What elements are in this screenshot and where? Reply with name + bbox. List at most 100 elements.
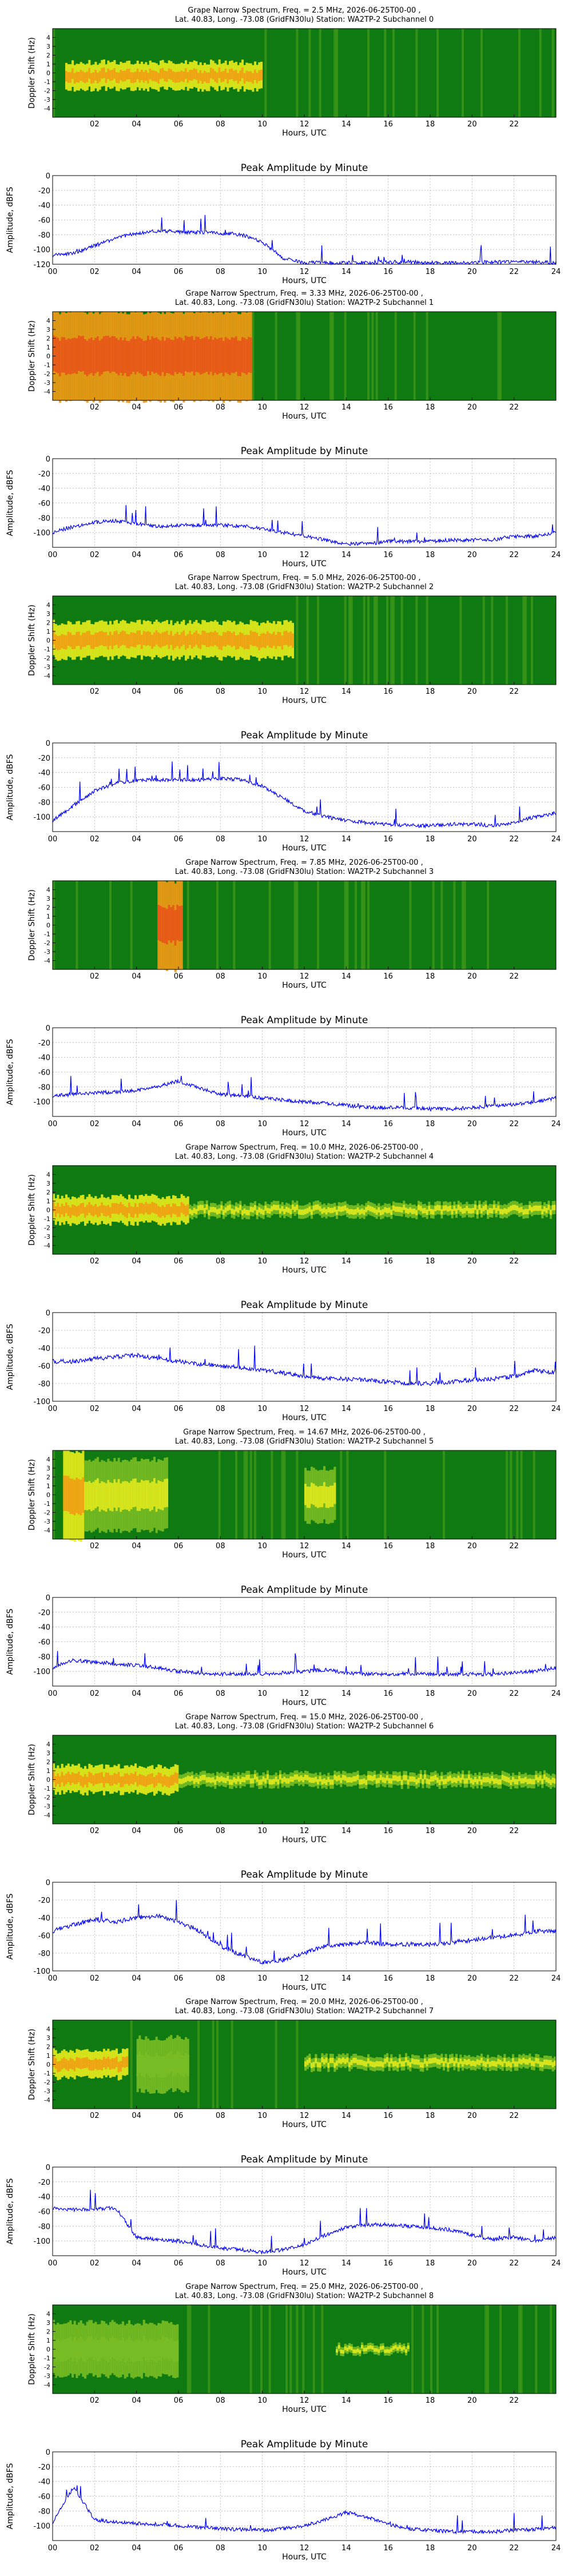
- spectrum-cell: [172, 1774, 175, 1786]
- spectrum-cell: [359, 1779, 362, 1785]
- amplitude-xtick-label: 12: [300, 1689, 309, 1698]
- spectrum-cell: [243, 73, 246, 84]
- spectrum-ytick-label: 2: [46, 1759, 50, 1766]
- amplitude-xtick-label: 04: [132, 1689, 141, 1698]
- spectrum-streak: [321, 2305, 324, 2394]
- spectrum-streak: [331, 312, 334, 400]
- amplitude-ytick-label: -60: [38, 1639, 50, 1647]
- spectrum-ytick-label: 3: [46, 1180, 50, 1187]
- spectrum-cell: [382, 2062, 384, 2068]
- amplitude-ylabel: Amplitude, dBFS: [6, 470, 15, 536]
- spectrum-cell: [117, 340, 120, 376]
- spectrum-cell: [141, 69, 144, 81]
- spectrum-cell: [69, 1774, 72, 1786]
- spectrum-cell: [302, 1776, 305, 1783]
- spectrum-cell: [371, 2346, 374, 2350]
- amplitude-xtick-label: 02: [90, 1974, 100, 1983]
- spectrum-cell: [462, 1774, 464, 1780]
- spectrum-cell: [491, 1208, 494, 1214]
- spectrum-cell: [72, 338, 74, 374]
- spectrum-xtick-label: 08: [216, 1827, 225, 1835]
- spectrum-ytick-label: 0: [46, 637, 50, 645]
- spectrum-ylabel: Doppler Shift (Hz): [27, 889, 37, 961]
- spectrum-cell: [69, 1478, 72, 1514]
- spectrum-streak: [317, 596, 320, 685]
- spectrum-cell: [543, 2060, 546, 2065]
- amplitude-ytick-label: -40: [38, 2193, 50, 2202]
- spectrum-streak: [497, 312, 500, 400]
- spectrum-cell: [151, 1202, 154, 1213]
- spectrum-ytick-label: 1: [46, 1198, 50, 1205]
- spectrum-cell: [224, 337, 227, 373]
- spectrum-cell: [73, 73, 76, 84]
- spectrum-cell: [468, 1208, 471, 1214]
- amplitude-panel: Peak Amplitude by Minute0-20-40-60-80-10…: [6, 1015, 561, 1138]
- spectrum-cell: [214, 630, 217, 645]
- amplitude-xtick-label: 18: [426, 835, 435, 844]
- spectrum-cell: [472, 2060, 475, 2066]
- spectrum-cell: [97, 336, 100, 372]
- spectrum-cell: [117, 2061, 120, 2073]
- spectrum-cell: [78, 2338, 81, 2360]
- spectrum-cell: [220, 635, 223, 650]
- spectrum-cell: [141, 1480, 144, 1509]
- spectrum-cell: [243, 337, 246, 373]
- spectrum-streak: [319, 29, 321, 117]
- spectrum-ytick-label: 1: [46, 344, 50, 351]
- spectrum-cell: [168, 338, 170, 374]
- spectrum-cell: [113, 2338, 116, 2359]
- amplitude-ytick-label: 0: [46, 1309, 50, 1318]
- spectrum-cell: [134, 2340, 137, 2362]
- spectrum-cell: [522, 1778, 525, 1784]
- spectrum-cell: [67, 1476, 70, 1512]
- spectrum-cell: [462, 1208, 464, 1214]
- spectrum-cell: [254, 1774, 257, 1780]
- spectrum-cell: [352, 2057, 355, 2064]
- spectrum-cell: [512, 1776, 515, 1782]
- spectrum-cell: [514, 1204, 517, 1210]
- spectrum-cell: [172, 2340, 175, 2362]
- amplitude-ytick-label: -60: [38, 1932, 50, 1941]
- amplitude-title: Peak Amplitude by Minute: [241, 730, 368, 741]
- amplitude-xlabel: Hours, UTC: [282, 1698, 327, 1707]
- spectrum-cell: [199, 70, 202, 81]
- spectrum-cell: [233, 631, 236, 646]
- spectrum-xtick-label: 06: [174, 2396, 184, 2405]
- spectrum-cell: [161, 67, 164, 79]
- spectrum-streak: [197, 2020, 200, 2109]
- spectrum-cell: [176, 71, 179, 83]
- spectrum-cell: [122, 340, 125, 376]
- amplitude-xtick-label: 24: [551, 2544, 561, 2553]
- spectrum-cell: [132, 336, 135, 372]
- spectrum-cell: [289, 1209, 292, 1215]
- spectrum-cell: [170, 2051, 173, 2073]
- spectrum-cell: [164, 70, 166, 82]
- spectrum-cell: [161, 336, 164, 372]
- spectrum-cell: [73, 337, 76, 373]
- spectrum-cell: [164, 631, 166, 646]
- spectrum-ytick-label: 1: [46, 2337, 50, 2344]
- spectrum-cell: [495, 1207, 498, 1214]
- spectrum-cell: [204, 337, 206, 373]
- amplitude-xlabel: Hours, UTC: [282, 844, 327, 853]
- spectrum-cell: [98, 340, 101, 376]
- spectrum-cell: [529, 2057, 531, 2063]
- spectrum-cell: [444, 1778, 447, 1784]
- spectrum-ytick-label: -1: [44, 1785, 50, 1792]
- spectrum-cell: [101, 2060, 104, 2071]
- spectrum-xtick-label: 18: [426, 120, 435, 129]
- spectrum-streak: [409, 881, 412, 969]
- spectrum-cell: [113, 1203, 116, 1214]
- spectrum-cell: [61, 1771, 63, 1783]
- spectrum-cell: [116, 1203, 118, 1214]
- spectrum-streak: [432, 881, 435, 969]
- spectrum-cell: [126, 2056, 129, 2067]
- spectrum-cell: [124, 631, 126, 646]
- spectrum-cell: [380, 1210, 383, 1215]
- spectrum-cell: [256, 633, 259, 647]
- spectrum-cell: [182, 340, 185, 376]
- spectrum-cell: [216, 632, 219, 647]
- amplitude-ytick-label: -40: [38, 2478, 50, 2487]
- spectrum-streak: [480, 29, 483, 117]
- spectrum-cell: [554, 1204, 557, 1210]
